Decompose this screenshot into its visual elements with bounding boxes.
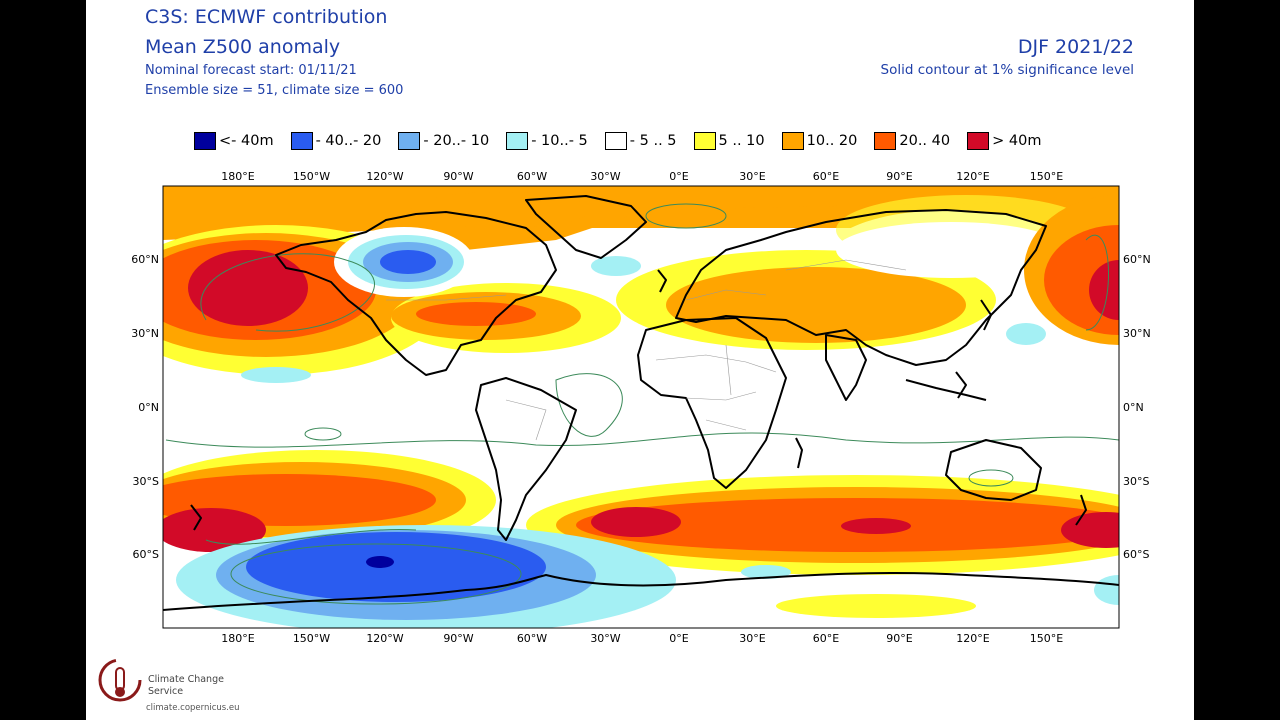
copernicus-logo <box>98 658 142 702</box>
legend-swatch <box>290 132 313 150</box>
legend-swatch <box>604 132 627 150</box>
latitude-labels-right: 60°N 30°N 0°N 30°S 60°S <box>1123 253 1151 561</box>
map-frame <box>162 185 1120 629</box>
longitude-labels-bottom: 180°E 150°W 120°W 90°W 60°W 30°W 0°E 30°E 60°E 90… <box>221 632 1063 645</box>
latitude-tick-label: 0°N <box>1123 401 1144 414</box>
anomaly-map: 180°E 150°W 120°W 90°W 60°W 30°W 0°E 30°E 60°E 90… <box>131 170 1151 645</box>
legend-swatch <box>194 132 216 150</box>
latitude-tick-label: 60°S <box>1123 548 1149 561</box>
legend-label: <- 40m <box>219 133 274 149</box>
latitude-tick-label: 30°S <box>133 475 159 488</box>
legend-label: - 20..- 10 <box>423 133 490 149</box>
legend-swatch <box>398 132 421 150</box>
longitude-tick-label: 90°W <box>443 632 473 645</box>
latitude-tick-label: 0°N <box>138 401 159 414</box>
significance-note: Solid contour at 1% significance level <box>880 62 1134 78</box>
longitude-tick-label: 180°E <box>221 170 254 183</box>
coastlines <box>163 195 1119 611</box>
legend-item: - 10..- 5 <box>506 132 588 150</box>
latitude-labels-left: 60°N 30°N 0°N 30°S 60°S <box>131 253 159 561</box>
longitude-tick-label: 120°E <box>956 632 989 645</box>
longitude-tick-label: 60°W <box>517 632 547 645</box>
legend-label: - 40..- 20 <box>315 133 382 149</box>
longitude-tick-label: 0°E <box>669 632 688 645</box>
longitude-tick-label: 30°E <box>739 632 765 645</box>
latitude-tick-label: 60°N <box>1123 253 1151 266</box>
latitude-tick-label: 60°N <box>131 253 159 266</box>
latitude-tick-label: 30°N <box>131 327 159 340</box>
logo-name: Climate Change Service <box>148 674 224 697</box>
figure-subtitle: Mean Z500 anomaly <box>145 36 341 58</box>
legend-swatch <box>781 132 804 150</box>
legend-item: - 20..- 10 <box>398 132 489 150</box>
longitude-tick-label: 150°W <box>293 170 330 183</box>
longitude-tick-label: 30°W <box>590 170 620 183</box>
anomaly-fields <box>163 186 1119 628</box>
legend-item: 20.. 40 <box>874 132 950 150</box>
figure-title: C3S: ECMWF contribution <box>145 6 388 28</box>
legend-label: 10.. 20 <box>806 133 858 149</box>
longitude-tick-label: 150°W <box>293 632 330 645</box>
longitude-tick-label: 60°W <box>517 170 547 183</box>
legend-item: - 40..- 20 <box>290 132 382 150</box>
legend-label: 20.. 40 <box>899 133 951 149</box>
forecast-start-text: Nominal forecast start: 01/11/21 <box>145 63 357 78</box>
longitude-tick-label: 180°E <box>221 632 254 645</box>
legend-label: > 40m <box>992 133 1042 149</box>
longitude-tick-label: 30°W <box>590 632 620 645</box>
legend-item: > 40m <box>967 132 1041 150</box>
longitude-tick-label: 60°E <box>813 170 839 183</box>
longitude-tick-label: 30°E <box>739 170 765 183</box>
latitude-tick-label: 60°S <box>133 548 159 561</box>
legend-swatch <box>967 132 990 150</box>
longitude-tick-label: 0°E <box>669 170 688 183</box>
longitude-tick-label: 90°E <box>886 632 912 645</box>
country-borders <box>386 259 907 441</box>
longitude-tick-label: 120°W <box>366 170 403 183</box>
longitude-tick-label: 90°E <box>886 170 912 183</box>
logo-url: climate.copernicus.eu <box>146 703 240 713</box>
longitude-tick-label: 150°E <box>1030 170 1063 183</box>
longitude-tick-label: 120°E <box>956 170 989 183</box>
legend-label: - 10..- 5 <box>531 133 588 149</box>
season-label: DJF 2021/22 <box>1017 36 1134 58</box>
color-legend: <- 40m - 40..- 20 - 20..- 10 - 10..- 5 - 5 .… <box>194 130 1058 152</box>
legend-item: - 5 .. 5 <box>604 132 677 150</box>
longitude-tick-label: 90°W <box>443 170 473 183</box>
legend-swatch <box>693 132 716 150</box>
longitude-tick-label: 60°E <box>813 632 839 645</box>
legend-item: <- 40m <box>194 132 274 150</box>
legend-label: - 5 .. 5 <box>629 133 677 149</box>
figure-panel: C3S: ECMWF contribution Mean Z500 anomal… <box>86 0 1194 720</box>
legend-swatch <box>874 132 897 150</box>
legend-item: 5 .. 10 <box>693 132 765 150</box>
legend-label: 5 .. 10 <box>718 133 765 149</box>
legend-item: 10.. 20 <box>781 132 858 150</box>
latitude-tick-label: 30°N <box>1123 327 1151 340</box>
longitude-tick-label: 150°E <box>1030 632 1063 645</box>
ensemble-info-text: Ensemble size = 51, climate size = 600 <box>145 83 404 98</box>
latitude-tick-label: 30°S <box>1123 475 1149 488</box>
longitude-labels-top: 180°E 150°W 120°W 90°W 60°W 30°W 0°E 30°E 60°E 90… <box>221 170 1063 183</box>
longitude-tick-label: 120°W <box>366 632 403 645</box>
legend-swatch <box>506 132 529 150</box>
